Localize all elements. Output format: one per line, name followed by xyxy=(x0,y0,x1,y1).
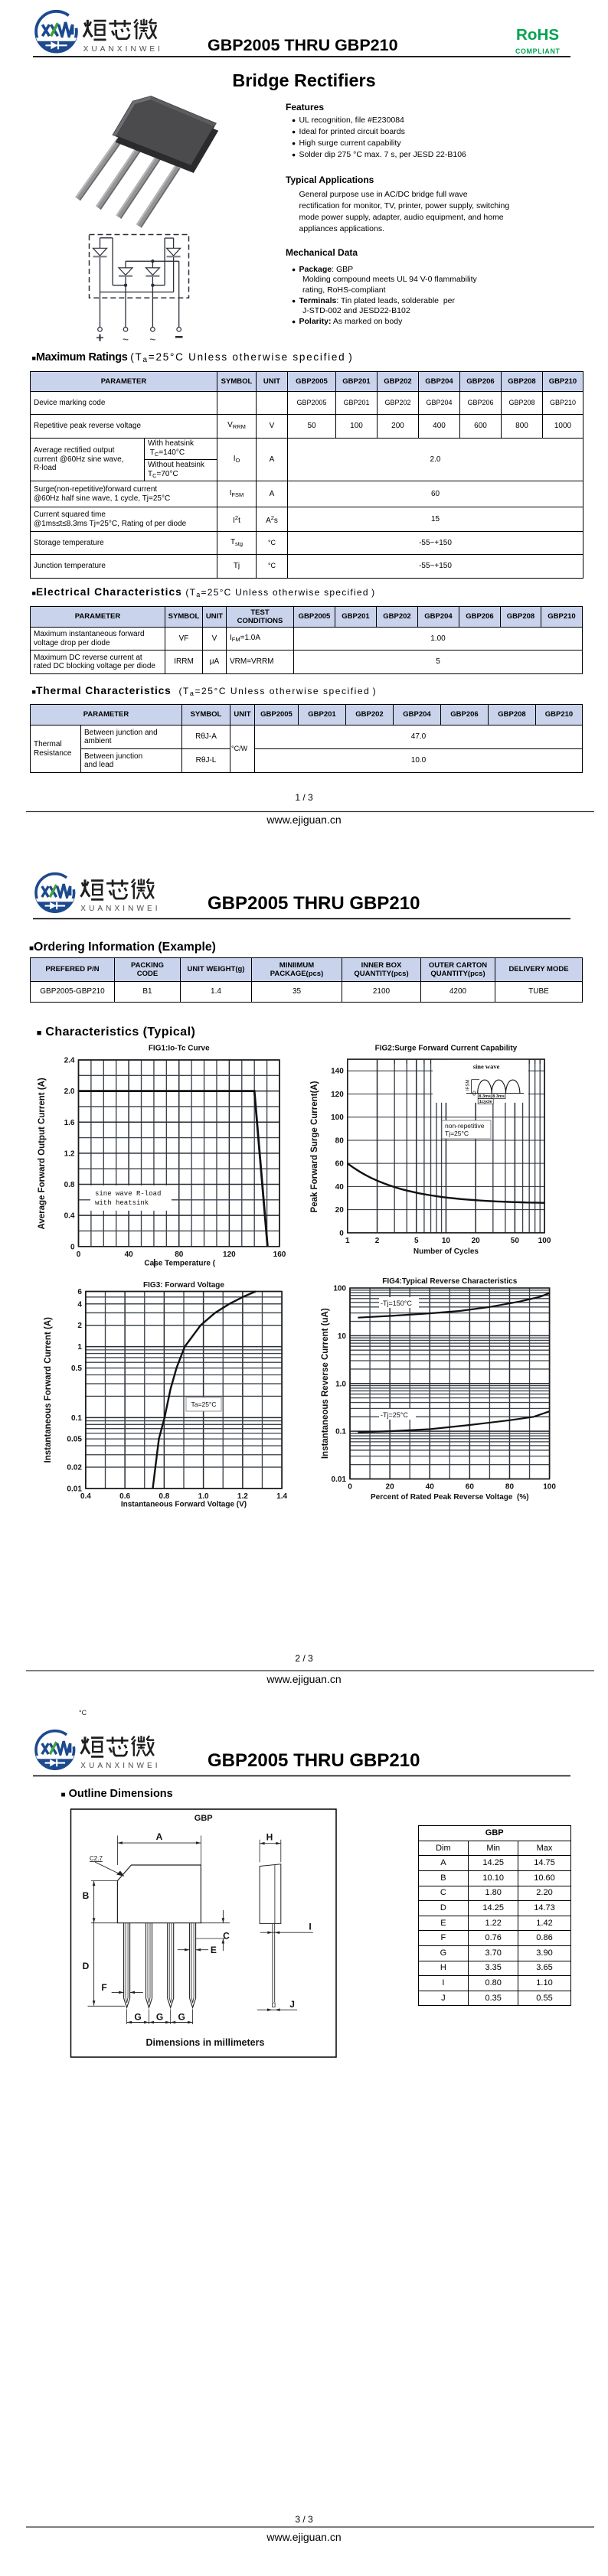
svg-text:100: 100 xyxy=(543,1483,556,1492)
svg-text:0.02: 0.02 xyxy=(67,1464,82,1472)
svg-text:G: G xyxy=(156,2012,163,2023)
svg-text:Tj=25°C: Tj=25°C xyxy=(445,1130,469,1137)
svg-text:GBP: GBP xyxy=(194,1814,213,1823)
svg-text:20: 20 xyxy=(386,1483,395,1492)
svg-text:6: 6 xyxy=(77,1288,82,1296)
svg-text:0: 0 xyxy=(472,1090,476,1097)
svg-text:F: F xyxy=(101,1982,106,1993)
svg-text:Instantaneous Reverse Current: Instantaneous Reverse Current (uA) xyxy=(321,1308,330,1459)
svg-text:Average Forward Output Current: Average Forward Output Current (A) xyxy=(38,1078,47,1229)
svg-text:2.4: 2.4 xyxy=(64,1057,75,1065)
svg-text:100: 100 xyxy=(333,1285,346,1293)
svg-text:0.5: 0.5 xyxy=(71,1365,82,1373)
svg-text:1: 1 xyxy=(345,1237,350,1245)
svg-text:sine wave: sine wave xyxy=(473,1063,500,1071)
svg-text:10: 10 xyxy=(338,1332,347,1341)
svg-text:Instantaneous Forward Current: Instantaneous Forward Current (A) xyxy=(44,1317,53,1463)
svg-text:IFSM: IFSM xyxy=(466,1080,471,1091)
svg-text:~: ~ xyxy=(149,334,155,346)
svg-text:0.1: 0.1 xyxy=(71,1414,82,1423)
svg-text:0.8: 0.8 xyxy=(64,1181,75,1189)
svg-text:0.01: 0.01 xyxy=(332,1475,347,1484)
svg-text:20: 20 xyxy=(335,1206,345,1215)
svg-text:Percent of Rated Peak Reverse: Percent of Rated Peak Reverse Voltage (%… xyxy=(371,1493,529,1502)
svg-text:60: 60 xyxy=(466,1483,475,1492)
svg-text:2: 2 xyxy=(375,1237,380,1245)
svg-text:1.2: 1.2 xyxy=(237,1492,248,1501)
svg-text:8.3ms: 8.3ms xyxy=(479,1094,491,1099)
svg-text:G: G xyxy=(178,2012,185,2023)
svg-text:20: 20 xyxy=(472,1237,481,1245)
svg-text:120: 120 xyxy=(331,1091,344,1099)
svg-text:D: D xyxy=(83,1961,90,1971)
svg-text:2.0: 2.0 xyxy=(64,1087,75,1096)
svg-text:J: J xyxy=(289,1999,295,2010)
svg-text:1: 1 xyxy=(77,1343,82,1352)
svg-text:non-repetitive: non-repetitive xyxy=(445,1122,485,1130)
svg-text:1.6: 1.6 xyxy=(64,1119,75,1127)
svg-text:0: 0 xyxy=(77,1251,81,1259)
svg-text:Dimensions in millimeters: Dimensions in millimeters xyxy=(146,2037,265,2048)
svg-text:0.01: 0.01 xyxy=(67,1485,82,1494)
svg-text:A: A xyxy=(156,1831,163,1842)
svg-text:Peak Forward Surge Current(A): Peak Forward Surge Current(A) xyxy=(310,1081,319,1212)
svg-text:1.0: 1.0 xyxy=(198,1492,209,1501)
svg-text:-Tj=150°C: -Tj=150°C xyxy=(381,1299,412,1307)
svg-text:80: 80 xyxy=(175,1251,184,1259)
svg-text:0.6: 0.6 xyxy=(119,1492,130,1501)
svg-text:Ta=25°C: Ta=25°C xyxy=(191,1400,217,1408)
svg-text:80: 80 xyxy=(335,1136,345,1145)
svg-text:5: 5 xyxy=(414,1237,419,1245)
svg-text:H: H xyxy=(266,1832,273,1843)
svg-text:FIG2:Surge Forward Current Cap: FIG2:Surge Forward Current Capability xyxy=(375,1045,518,1053)
svg-text:FIG3: Forward Voltage: FIG3: Forward Voltage xyxy=(143,1281,224,1290)
svg-text:80: 80 xyxy=(505,1483,515,1492)
svg-text:FIG1:Io-Tc Curve: FIG1:Io-Tc Curve xyxy=(149,1045,210,1053)
svg-text:0.4: 0.4 xyxy=(64,1212,75,1221)
svg-text:120: 120 xyxy=(223,1251,236,1259)
svg-text:0.8: 0.8 xyxy=(159,1492,169,1501)
svg-text:~: ~ xyxy=(123,334,129,346)
svg-text:Case Temperature (: Case Temperature ( xyxy=(144,1260,215,1268)
svg-text:1cycle: 1cycle xyxy=(479,1100,492,1104)
svg-text:4: 4 xyxy=(77,1300,82,1309)
svg-text:Instantaneous Forward Voltage: Instantaneous Forward Voltage (V) xyxy=(121,1501,247,1509)
svg-text:60: 60 xyxy=(335,1160,345,1169)
svg-text:0.05: 0.05 xyxy=(67,1436,82,1444)
svg-text:C2.7: C2.7 xyxy=(90,1855,103,1862)
svg-text:FIG4:Typical Reverse Character: FIG4:Typical Reverse Characteristics xyxy=(382,1277,517,1286)
svg-text:160: 160 xyxy=(273,1251,286,1259)
svg-text:1.2: 1.2 xyxy=(64,1149,75,1158)
svg-text:40: 40 xyxy=(335,1183,345,1192)
svg-text:with heatsink: with heatsink xyxy=(95,1199,149,1207)
svg-text:2: 2 xyxy=(77,1322,82,1330)
svg-text:100: 100 xyxy=(331,1114,344,1122)
svg-text:100: 100 xyxy=(538,1237,551,1245)
svg-text:I: I xyxy=(309,1922,311,1932)
svg-text:B: B xyxy=(83,1890,90,1901)
svg-text:G: G xyxy=(134,2012,141,2023)
svg-text:8.3ms: 8.3ms xyxy=(492,1094,505,1099)
svg-text:140: 140 xyxy=(331,1068,344,1076)
svg-text:0.4: 0.4 xyxy=(80,1492,91,1501)
svg-text:1.0: 1.0 xyxy=(335,1380,346,1388)
svg-text:0: 0 xyxy=(339,1229,344,1237)
svg-text:C: C xyxy=(223,1931,230,1942)
svg-text:0.1: 0.1 xyxy=(335,1428,346,1436)
svg-text:-Tj=25°C: -Tj=25°C xyxy=(381,1411,408,1419)
svg-text:50: 50 xyxy=(511,1237,520,1245)
svg-text:Number of Cycles: Number of Cycles xyxy=(414,1247,479,1256)
svg-text:sine wave R-load: sine wave R-load xyxy=(95,1190,161,1198)
svg-text:10: 10 xyxy=(442,1237,451,1245)
svg-text:E: E xyxy=(211,1945,217,1955)
svg-text:1.4: 1.4 xyxy=(276,1492,287,1501)
svg-text:0: 0 xyxy=(70,1243,75,1251)
svg-text:40: 40 xyxy=(426,1483,435,1492)
svg-text:0: 0 xyxy=(348,1483,352,1492)
svg-text:40: 40 xyxy=(125,1251,134,1259)
